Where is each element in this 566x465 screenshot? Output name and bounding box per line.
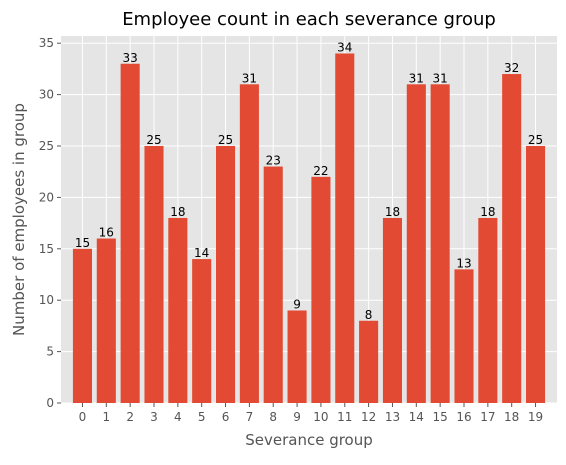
- bar-value-label: 13: [456, 256, 471, 270]
- bar: [263, 166, 283, 403]
- bar-value-label: 18: [170, 205, 185, 219]
- x-tick-label: 5: [198, 410, 206, 424]
- y-axis-ticks: 0 5 10 15 20 25 30 35: [39, 36, 61, 410]
- data-labels: 15 16 33 25 18 14 25 31 23 9 22 34 8 18 31 31 13 18 32 25: [75, 40, 543, 321]
- bar-value-label: 14: [194, 246, 209, 260]
- bar-value-label: 25: [528, 133, 543, 147]
- bar: [287, 310, 307, 403]
- chart-title: Employee count in each severance group: [122, 9, 496, 30]
- bar: [192, 259, 212, 403]
- bar-value-label: 8: [365, 308, 373, 322]
- bar: [478, 217, 498, 403]
- bar: [502, 74, 522, 404]
- bar-value-label: 31: [433, 71, 448, 85]
- x-tick-label: 18: [504, 410, 519, 424]
- bar-value-label: 31: [409, 71, 424, 85]
- x-tick-label: 10: [313, 410, 328, 424]
- y-tick-label: 15: [39, 242, 54, 256]
- bar-value-label: 23: [266, 154, 281, 168]
- bar: [335, 53, 355, 403]
- bar-value-label: 25: [146, 133, 161, 147]
- bar: [406, 84, 426, 403]
- x-tick-label: 19: [528, 410, 543, 424]
- bar: [359, 320, 379, 403]
- y-axis-label: Number of employees in group: [10, 103, 28, 336]
- bar-value-label: 31: [242, 71, 257, 85]
- x-tick-label: 13: [385, 410, 400, 424]
- x-tick-label: 14: [409, 410, 424, 424]
- x-tick-label: 17: [480, 410, 495, 424]
- x-tick-label: 6: [222, 410, 230, 424]
- bar-value-label: 16: [99, 226, 114, 240]
- x-tick-label: 2: [126, 410, 134, 424]
- bar-value-label: 34: [337, 40, 352, 54]
- y-tick-label: 35: [39, 36, 54, 50]
- bar: [120, 63, 140, 404]
- bar-value-label: 9: [293, 297, 301, 311]
- bar-value-label: 18: [480, 205, 495, 219]
- bar-value-label: 32: [504, 61, 519, 75]
- bar: [526, 145, 546, 403]
- x-tick-label: 7: [246, 410, 254, 424]
- y-tick-label: 0: [46, 396, 54, 410]
- x-axis-label: Severance group: [245, 431, 373, 449]
- bar: [382, 217, 402, 403]
- bar: [168, 217, 188, 403]
- x-axis-ticks: 0 1 2 3 4 5 6 7 8 9 10 11 12 13 14 15 16 17 18 19: [79, 403, 543, 424]
- bar: [72, 248, 92, 403]
- bar: [239, 84, 259, 403]
- x-tick-label: 16: [456, 410, 471, 424]
- bars: [72, 53, 546, 404]
- x-tick-label: 8: [269, 410, 277, 424]
- bar-value-label: 22: [313, 164, 328, 178]
- x-tick-label: 0: [79, 410, 87, 424]
- y-tick-label: 25: [39, 139, 54, 153]
- bar: [96, 238, 116, 403]
- bar: [144, 145, 164, 403]
- x-tick-label: 9: [293, 410, 301, 424]
- x-tick-label: 1: [102, 410, 110, 424]
- plot-background: [61, 36, 557, 403]
- x-tick-label: 12: [361, 410, 376, 424]
- x-tick-label: 11: [337, 410, 352, 424]
- bar: [454, 269, 474, 403]
- bar: [216, 145, 236, 403]
- bar-value-label: 15: [75, 236, 90, 250]
- bar-value-label: 33: [123, 51, 138, 65]
- y-tick-label: 20: [39, 190, 54, 204]
- x-tick-label: 4: [174, 410, 182, 424]
- bar-value-label: 25: [218, 133, 233, 147]
- y-tick-label: 10: [39, 293, 54, 307]
- y-tick-label: 5: [46, 345, 54, 359]
- bar: [430, 84, 450, 403]
- bar: [311, 176, 331, 403]
- x-tick-label: 3: [150, 410, 158, 424]
- x-tick-label: 15: [433, 410, 448, 424]
- y-tick-label: 30: [39, 88, 54, 102]
- bar-value-label: 18: [385, 205, 400, 219]
